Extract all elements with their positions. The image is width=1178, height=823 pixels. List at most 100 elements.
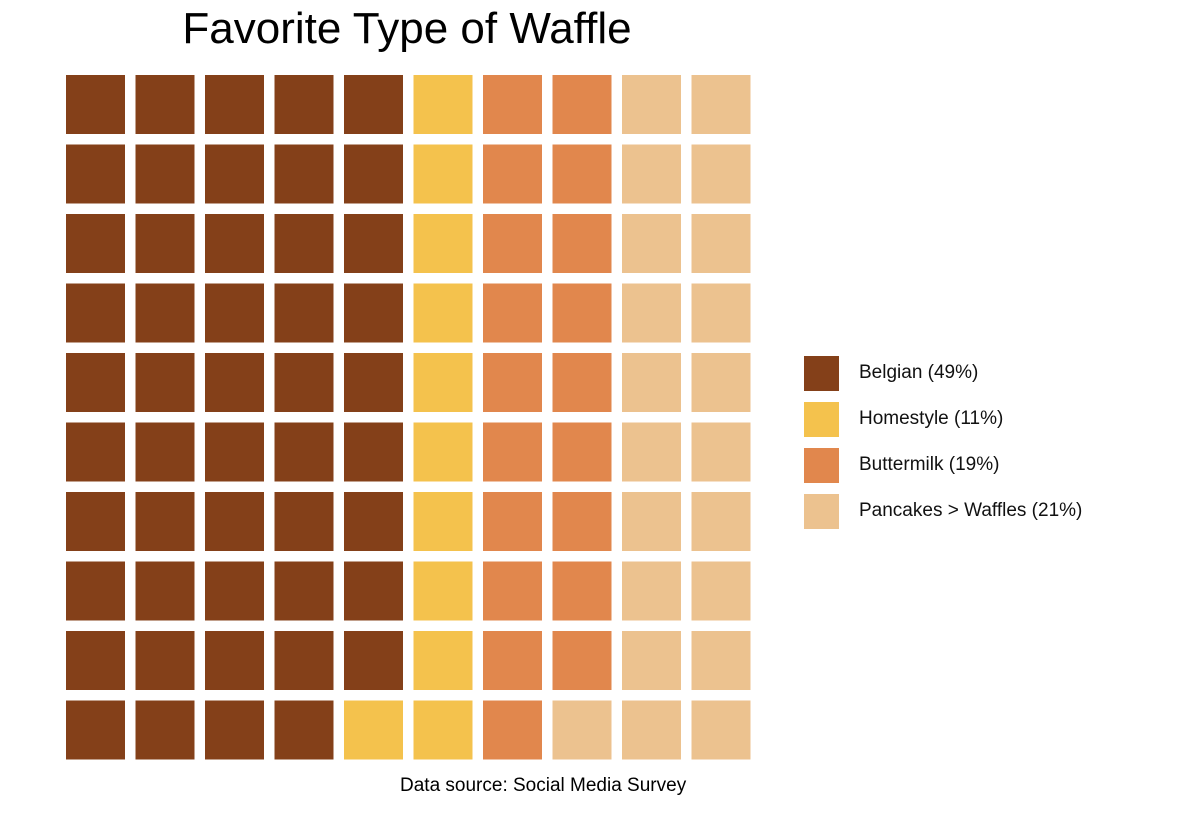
waffle-cell-buttermilk — [552, 214, 612, 273]
legend-label-homestyle: Homestyle (11%) — [859, 408, 1004, 429]
waffle-cell-pancakes-waffles — [691, 75, 751, 134]
waffle-cell-buttermilk — [483, 214, 542, 273]
waffle-cell-pancakes-waffles — [622, 353, 681, 412]
waffle-cell-belgian — [135, 144, 195, 204]
legend-swatch-belgian — [804, 355, 839, 391]
waffle-cell-belgian — [344, 492, 403, 551]
waffle-cell-belgian — [205, 631, 264, 690]
waffle-cell-belgian — [344, 283, 403, 343]
waffle-cell-belgian — [205, 492, 264, 551]
waffle-cell-belgian — [344, 631, 403, 690]
waffle-cell-belgian — [344, 561, 403, 621]
waffle-cell-pancakes-waffles — [622, 214, 681, 273]
waffle-cell-belgian — [135, 422, 195, 482]
waffle-cell-belgian — [66, 214, 125, 273]
waffle-cell-belgian — [66, 75, 125, 134]
waffle-cell-homestyle — [344, 700, 403, 760]
waffle-cell-belgian — [205, 700, 264, 760]
waffle-cell-pancakes-waffles — [622, 492, 681, 551]
waffle-cell-buttermilk — [552, 561, 612, 621]
legend-swatch-homestyle — [804, 401, 839, 437]
waffle-cell-belgian — [274, 561, 334, 621]
waffle-cell-buttermilk — [483, 283, 542, 343]
waffle-cell-belgian — [205, 353, 264, 412]
waffle-cell-belgian — [344, 75, 403, 134]
waffle-grid — [66, 75, 751, 760]
waffle-cell-pancakes-waffles — [552, 700, 612, 760]
waffle-cell-homestyle — [413, 492, 473, 551]
legend-item-belgian: Belgian (49%) — [804, 350, 1082, 396]
waffle-cell-homestyle — [413, 214, 473, 273]
waffle-cell-pancakes-waffles — [691, 700, 751, 760]
data-source-caption: Data source: Social Media Survey — [400, 775, 687, 796]
waffle-cell-buttermilk — [552, 353, 612, 412]
waffle-cell-belgian — [66, 492, 125, 551]
waffle-cell-belgian — [135, 700, 195, 760]
waffle-cell-buttermilk — [552, 631, 612, 690]
waffle-cell-belgian — [205, 561, 264, 621]
waffle-cell-belgian — [205, 144, 264, 204]
waffle-cell-belgian — [274, 214, 334, 273]
waffle-cell-belgian — [135, 75, 195, 134]
waffle-cell-buttermilk — [552, 492, 612, 551]
waffle-cell-belgian — [135, 631, 195, 690]
waffle-cell-belgian — [205, 75, 264, 134]
waffle-cell-pancakes-waffles — [691, 561, 751, 621]
waffle-cell-pancakes-waffles — [622, 631, 681, 690]
waffle-cell-belgian — [344, 144, 403, 204]
waffle-cell-homestyle — [413, 700, 473, 760]
waffle-cell-belgian — [274, 631, 334, 690]
waffle-cell-homestyle — [413, 75, 473, 134]
waffle-cell-buttermilk — [552, 75, 612, 134]
waffle-cell-buttermilk — [552, 422, 612, 482]
waffle-cell-homestyle — [413, 283, 473, 343]
waffle-cell-pancakes-waffles — [622, 75, 681, 134]
waffle-cell-pancakes-waffles — [622, 422, 681, 482]
waffle-cell-buttermilk — [483, 353, 542, 412]
waffle-cell-pancakes-waffles — [691, 353, 751, 412]
waffle-cell-belgian — [274, 422, 334, 482]
waffle-cell-belgian — [66, 283, 125, 343]
waffle-cell-pancakes-waffles — [691, 144, 751, 204]
waffle-cell-buttermilk — [483, 631, 542, 690]
legend-item-pancakes: Pancakes > Waffles (21%) — [804, 488, 1082, 534]
waffle-cell-belgian — [344, 353, 403, 412]
waffle-cell-belgian — [135, 492, 195, 551]
waffle-cell-belgian — [274, 353, 334, 412]
waffle-cell-buttermilk — [552, 144, 612, 204]
legend-label-pancakes: Pancakes > Waffles (21%) — [859, 500, 1083, 521]
waffle-cell-belgian — [66, 422, 125, 482]
waffle-cell-pancakes-waffles — [622, 561, 681, 621]
waffle-cell-belgian — [274, 283, 334, 343]
waffle-cell-pancakes-waffles — [622, 700, 681, 760]
legend-item-homestyle: Homestyle (11%) — [804, 396, 1082, 442]
waffle-cell-buttermilk — [483, 75, 542, 134]
waffle-cell-buttermilk — [552, 283, 612, 343]
waffle-cell-belgian — [344, 214, 403, 273]
waffle-cell-homestyle — [413, 353, 473, 412]
waffle-cell-buttermilk — [483, 700, 542, 760]
waffle-cell-belgian — [66, 561, 125, 621]
waffle-cell-pancakes-waffles — [691, 631, 751, 690]
waffle-cell-belgian — [205, 214, 264, 273]
waffle-cell-belgian — [66, 144, 125, 204]
waffle-cell-buttermilk — [483, 561, 542, 621]
legend: Belgian (49%) Homestyle (11%) Buttermilk… — [804, 350, 1082, 534]
waffle-cell-belgian — [135, 561, 195, 621]
chart-title: Favorite Type of Waffle — [182, 4, 632, 53]
waffle-cell-pancakes-waffles — [691, 422, 751, 482]
waffle-cell-pancakes-waffles — [691, 492, 751, 551]
legend-item-buttermilk: Buttermilk (19%) — [804, 442, 1082, 488]
legend-label-belgian: Belgian (49%) — [859, 362, 979, 383]
waffle-cell-pancakes-waffles — [691, 214, 751, 273]
waffle-cell-belgian — [135, 353, 195, 412]
waffle-cell-homestyle — [413, 422, 473, 482]
waffle-cell-belgian — [344, 422, 403, 482]
legend-swatch-buttermilk — [804, 447, 839, 483]
waffle-cell-buttermilk — [483, 492, 542, 551]
waffle-cell-belgian — [66, 631, 125, 690]
waffle-cell-belgian — [274, 75, 334, 134]
waffle-cell-belgian — [135, 214, 195, 273]
waffle-cell-pancakes-waffles — [622, 283, 681, 343]
waffle-cell-homestyle — [413, 631, 473, 690]
